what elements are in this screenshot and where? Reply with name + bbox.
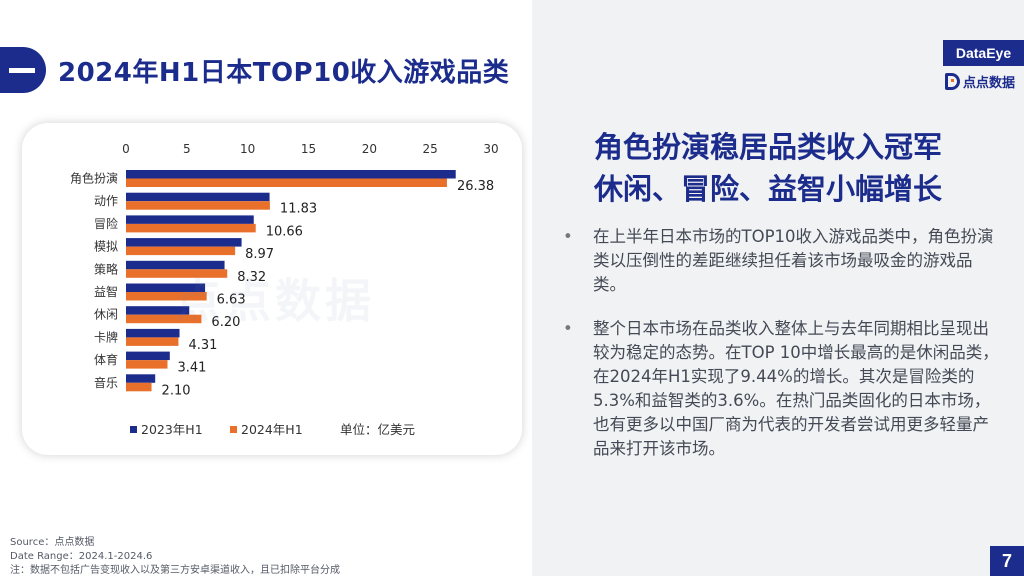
x-tick-label: 15: [301, 142, 316, 156]
exclusion-note: 注：数据不包括广告变现收入以及第三方安卓渠道收入，且已扣除平台分成: [10, 565, 340, 576]
data-label: 26.38: [457, 179, 494, 194]
watermark: 点点数据: [175, 274, 375, 328]
legend-swatch: [230, 426, 237, 433]
bar-2023h1: [126, 215, 254, 224]
section-tab: [0, 47, 46, 93]
x-tick-label: 5: [183, 142, 191, 156]
bullet-item: • 在上半年日本市场的TOP10收入游戏品类中，角色扮演类以压倒性的差距继续担任…: [560, 225, 1000, 297]
category-label: 模拟: [94, 240, 118, 254]
category-label: 体育: [94, 352, 118, 367]
headline-line-1: 角色扮演稳居品类收入冠军: [594, 130, 943, 164]
page-number: 7: [990, 546, 1024, 576]
bar-2023h1: [126, 328, 180, 338]
x-tick-label: 25: [423, 142, 438, 156]
data-label: 4.31: [188, 338, 217, 353]
insight-headline: 角色扮演稳居品类收入冠军 休闲、冒险、益智小幅增长: [594, 126, 942, 210]
bar-2024h1: [126, 223, 256, 233]
bullet-item: • 整个日本市场在品类收入整体上与去年同期相比呈现出较为稳定的态势。在TOP 1…: [560, 317, 1000, 461]
source-note: Source：点点数据: [10, 537, 95, 548]
bullet-dot-icon: •: [563, 319, 573, 338]
insight-bullets: • 在上半年日本市场的TOP10收入游戏品类中，角色扮演类以压倒性的差距继续担任…: [560, 225, 1000, 481]
bar-2024h1: [126, 360, 168, 369]
bar-chart: 0 5 10 15 20 25 30 角色扮演 26.38 动作 11.83 冒险 10.66 模拟 8.9…: [70, 142, 499, 437]
bar-2024h1: [126, 382, 152, 392]
page-title: 2024年H1日本TOP10收入游戏品类: [58, 58, 510, 88]
diandian-logo-text: 点点数据: [963, 75, 1016, 91]
data-label: 2.10: [162, 383, 191, 398]
data-label: 8.32: [237, 270, 266, 285]
data-label: 10.66: [266, 224, 303, 239]
category-label: 角色扮演: [70, 171, 118, 186]
x-tick-label: 0: [122, 142, 130, 156]
bar-2024h1: [126, 178, 447, 187]
legend-label: 2024年H1: [241, 422, 303, 437]
bullet-text: 在上半年日本市场的TOP10收入游戏品类中，角色扮演类以压倒性的差距继续担任着该…: [593, 227, 994, 294]
headline-line-2: 休闲、冒险、益智小幅增长: [594, 172, 943, 206]
bar-2023h1: [126, 283, 206, 292]
x-tick-label: 20: [362, 142, 377, 156]
diandian-logo-icon: [945, 72, 960, 90]
bar-2023h1: [126, 306, 190, 315]
bar-2023h1: [126, 170, 456, 179]
bar-2023h1: [126, 192, 270, 202]
bar-2023h1: [126, 260, 225, 270]
category-label: 动作: [94, 194, 118, 208]
bar-2024h1: [126, 337, 179, 346]
dash-icon: [9, 68, 35, 73]
category-label: 休闲: [94, 308, 118, 322]
unit-label: 单位：亿美元: [340, 422, 415, 437]
date-range-note: Date Range：2024.1-2024.6: [10, 551, 153, 562]
category-label: 卡牌: [94, 330, 118, 344]
category-label: 冒险: [94, 216, 118, 231]
bar-2024h1: [126, 246, 236, 256]
data-label: 11.83: [280, 202, 317, 217]
legend-swatch: [130, 426, 137, 433]
bar-2024h1: [126, 201, 270, 210]
bar-2023h1: [126, 374, 156, 383]
category-label: 音乐: [94, 375, 118, 390]
bar-2024h1: [126, 292, 207, 301]
chart-card: 0 5 10 15 20 25 30 角色扮演 26.38 动作 11.83 冒险 10.66 模拟 8.9…: [22, 123, 522, 455]
legend-label: 2023年H1: [141, 422, 203, 437]
bar-2023h1: [126, 238, 242, 247]
bullet-dot-icon: •: [563, 227, 573, 246]
bar-2024h1: [126, 314, 202, 324]
bullet-text: 整个日本市场在品类收入整体上与去年同期相比呈现出较为稳定的态势。在TOP 10中…: [593, 319, 999, 458]
right-panel-background: [532, 0, 1024, 576]
data-label: 3.41: [177, 361, 206, 376]
bar-2024h1: [126, 269, 228, 278]
category-label: 益智: [94, 284, 118, 299]
bar-2023h1: [126, 351, 170, 361]
category-label: 策略: [94, 261, 118, 276]
data-label: 6.20: [211, 315, 240, 330]
dataeye-logo: DataEye: [943, 40, 1024, 66]
x-tick-label: 30: [483, 142, 498, 156]
diandian-logo: 点点数据: [945, 71, 1015, 91]
x-tick-label: 10: [240, 142, 255, 156]
data-label: 8.97: [245, 247, 274, 262]
data-label: 6.63: [217, 293, 246, 308]
